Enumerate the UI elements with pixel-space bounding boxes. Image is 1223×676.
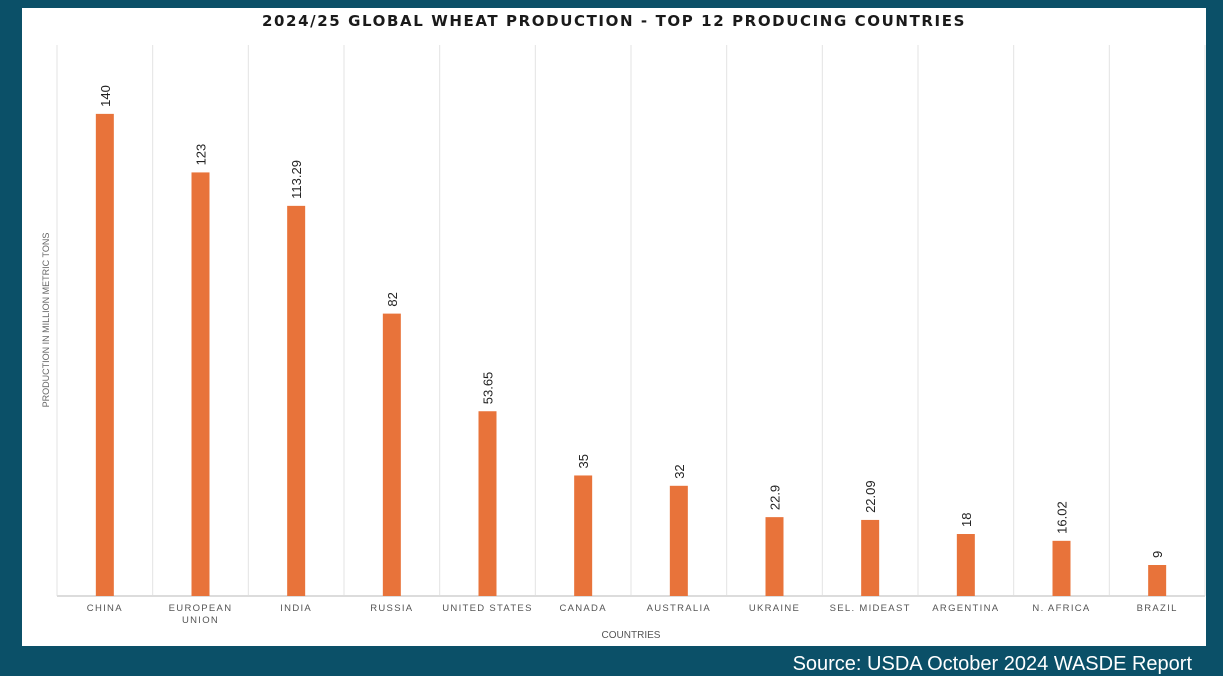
bar-n-africa — [1052, 540, 1071, 596]
tick-label: BRAZIL — [1137, 603, 1178, 614]
bar-argentina — [956, 534, 975, 596]
data-label: 18 — [959, 513, 974, 527]
data-label: 82 — [385, 292, 400, 306]
tick-label: EUROPEAN — [169, 603, 233, 614]
tick-label: ARGENTINA — [932, 603, 999, 614]
tick-label: N. AFRICA — [1032, 603, 1090, 614]
tick-label: CHINA — [87, 603, 123, 614]
bar-sel-mideast — [861, 519, 880, 596]
data-label: 140 — [98, 85, 113, 107]
data-label: 35 — [576, 454, 591, 468]
tick-label: UNION — [182, 615, 219, 626]
data-label: 16.02 — [1055, 501, 1070, 534]
data-label: 9 — [1150, 551, 1165, 558]
data-label: 113.29 — [289, 160, 304, 199]
data-label: 32 — [672, 464, 687, 478]
bar-ukraine — [765, 517, 784, 596]
tick-label: RUSSIA — [370, 603, 413, 614]
y-axis-title: PRODUCTION IN MILLION METRIC TONS — [41, 233, 51, 408]
tick-label: AUSTRALIA — [647, 603, 712, 614]
bar-india — [287, 205, 306, 597]
bar-united-states — [478, 411, 497, 596]
bar-brazil — [1148, 565, 1167, 596]
bar-european-union — [191, 172, 210, 596]
chart-title: 2024/25 GLOBAL WHEAT PRODUCTION - TOP 12… — [261, 12, 966, 30]
tick-label: UKRAINE — [749, 603, 800, 614]
bar-canada — [574, 475, 593, 596]
chart-panel: 2024/25 GLOBAL WHEAT PRODUCTION - TOP 12… — [22, 8, 1206, 646]
bar-russia — [382, 313, 401, 596]
data-label: 53.65 — [481, 372, 496, 405]
source-note: Source: USDA October 2024 WASDE Report — [792, 653, 1192, 675]
tick-label: UNITED STATES — [442, 603, 532, 614]
x-axis-title: COUNTRIES — [602, 630, 661, 641]
tick-label: SEL. MIDEAST — [830, 603, 911, 614]
data-label: 123 — [194, 144, 209, 166]
bar-china — [95, 113, 114, 596]
tick-label: INDIA — [280, 603, 312, 614]
data-label: 22.9 — [768, 485, 783, 510]
bar-australia — [669, 485, 688, 596]
data-label: 22.09 — [863, 480, 878, 513]
tick-label: CANADA — [559, 603, 606, 614]
